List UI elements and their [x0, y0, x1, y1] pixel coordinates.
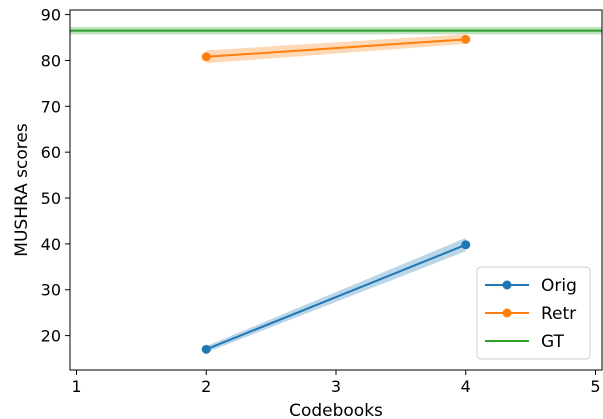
y-tick-label: 60	[41, 143, 61, 162]
y-tick-label: 50	[41, 189, 61, 208]
orig-point	[461, 240, 471, 250]
x-tick-label: 3	[331, 377, 341, 396]
retr-line	[206, 38, 466, 58]
legend-retr-marker	[502, 308, 512, 318]
y-tick-label: 80	[41, 51, 61, 70]
plot-frame	[69, 9, 603, 371]
x-tick-label: 5	[590, 377, 600, 396]
y-axis-label: MUSHRA scores	[12, 123, 32, 257]
x-tick-label: 1	[71, 377, 81, 396]
x-tick-label: 2	[201, 377, 211, 396]
legend-orig-label: Orig	[541, 276, 577, 296]
legend-retr-label: Retr	[541, 304, 576, 324]
orig-line	[205, 243, 467, 351]
orig-band	[206, 237, 466, 353]
retr-point	[201, 52, 211, 62]
y-tick-label: 90	[41, 6, 61, 25]
series-lines	[70, 29, 602, 351]
retr-point	[461, 34, 471, 44]
axis-ticks: 1 2 3 4 5 20 30 40 50 60 70 80 90	[41, 6, 601, 396]
legend-box	[476, 266, 591, 360]
legend: Orig Retr GT	[476, 266, 591, 360]
y-tick-label: 40	[41, 235, 61, 254]
series-markers	[201, 34, 471, 354]
legend-gt-label: GT	[541, 332, 565, 352]
y-tick-label: 30	[41, 281, 61, 300]
y-tick-label: 20	[41, 327, 61, 346]
orig-point	[201, 344, 211, 354]
legend-orig-marker	[502, 280, 512, 290]
y-tick-label: 70	[41, 97, 61, 116]
x-axis-label: Codebooks	[289, 401, 383, 419]
x-tick-label: 4	[461, 377, 471, 396]
